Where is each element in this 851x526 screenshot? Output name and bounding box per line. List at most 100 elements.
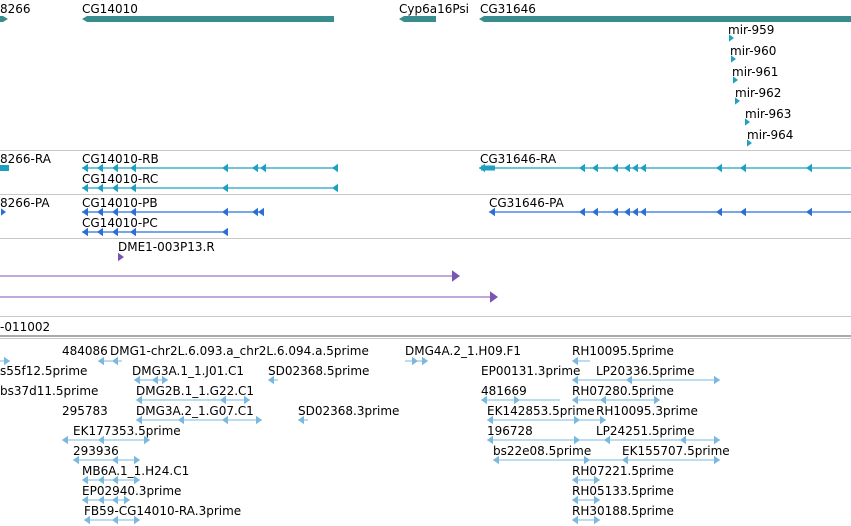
est-glyph-arrow[interactable] (600, 415, 606, 425)
transcript-glyph-arrow[interactable] (130, 183, 136, 193)
mirna-label-961[interactable]: mir-961 (732, 65, 779, 79)
est-glyph-arrow[interactable] (594, 475, 600, 485)
gene-glyph[interactable] (479, 16, 851, 22)
est-label[interactable]: RH10095.3prime (596, 404, 698, 418)
protein-glyph-arrow[interactable] (640, 207, 646, 217)
protein-glyph-arrow[interactable] (624, 207, 630, 217)
protein-glyph-arrow[interactable] (130, 227, 136, 237)
mirna-glyph[interactable] (735, 97, 740, 105)
protein-glyph-arrow[interactable] (632, 207, 638, 217)
transcript-glyph-arrow[interactable] (740, 163, 746, 173)
protein-glyph-arrow[interactable] (82, 207, 88, 217)
est-glyph-arrow[interactable] (622, 455, 628, 465)
est-glyph-arrow[interactable] (572, 495, 578, 505)
mirna-glyph[interactable] (745, 118, 750, 126)
est-glyph-arrow[interactable] (220, 395, 226, 405)
transcript-glyph-arrow[interactable] (97, 183, 103, 193)
transcript-label-8266-ra[interactable]: 8266-RA (0, 152, 51, 166)
transcript-glyph-arrow[interactable] (806, 163, 812, 173)
transcript-glyph-arrow[interactable] (97, 163, 103, 173)
est-glyph-arrow[interactable] (654, 395, 660, 405)
est-glyph-arrow[interactable] (594, 515, 600, 525)
protein-arrow[interactable] (1, 208, 6, 216)
est-label[interactable]: EP00131.3prime (481, 364, 581, 378)
transcript-glyph-arrow[interactable] (332, 183, 338, 193)
est-glyph-arrow[interactable] (574, 415, 580, 425)
transcript-glyph-arrow[interactable] (130, 163, 136, 173)
protein-label-8266-pa[interactable]: 8266-PA (0, 196, 50, 210)
protein-glyph-arrow[interactable] (222, 227, 228, 237)
est-glyph-arrow[interactable] (134, 375, 140, 385)
protein-glyph-arrow[interactable] (489, 207, 495, 217)
est-glyph-arrow[interactable] (112, 356, 118, 366)
est-label[interactable]: RH05133.5prime (572, 484, 674, 498)
mirna-label-960[interactable]: mir-960 (730, 44, 777, 58)
transcript-label-cg14010-rb[interactable]: CG14010-RB (82, 152, 159, 166)
protein-glyph-arrow[interactable] (82, 227, 88, 237)
est-label[interactable]: 196728 (487, 424, 533, 438)
est-glyph-arrow[interactable] (124, 495, 130, 505)
est-glyph-arrow[interactable] (144, 435, 150, 445)
transcript-glyph-arrow[interactable] (332, 163, 338, 173)
est-glyph-arrow[interactable] (134, 515, 140, 525)
protein-glyph-arrow[interactable] (612, 207, 618, 217)
transcript-glyph-arrow[interactable] (112, 183, 118, 193)
est-glyph-arrow[interactable] (600, 395, 606, 405)
protein-glyph-arrow[interactable] (592, 207, 598, 217)
transcript-glyph-arrow[interactable] (592, 163, 598, 173)
est-label[interactable]: bs22e08.5prime (493, 444, 592, 458)
pcr-glyph[interactable] (118, 252, 124, 262)
protein-glyph-arrow[interactable] (579, 207, 585, 217)
est-glyph-arrow[interactable] (584, 455, 590, 465)
est-glyph-arrow[interactable] (626, 375, 632, 385)
est-label[interactable]: 293936 (73, 444, 119, 458)
transcript-glyph-arrow[interactable] (579, 163, 585, 173)
transcript-glyph-arrow[interactable] (632, 163, 638, 173)
est-label[interactable]: EK177353.5prime (73, 424, 181, 438)
est-label[interactable]: RH07280.5prime (572, 384, 674, 398)
est-glyph-arrow[interactable] (481, 395, 487, 405)
est-glyph-arrow[interactable] (714, 435, 720, 445)
transcript-label-cg14010-rc[interactable]: CG14010-RC (82, 172, 159, 186)
est-label[interactable]: SD02368.3prime (298, 404, 400, 418)
transcript-glyph-arrow[interactable] (479, 163, 485, 173)
est-glyph-arrow[interactable] (572, 515, 578, 525)
mirna-label-964[interactable]: mir-964 (747, 128, 794, 142)
est-glyph-arrow[interactable] (98, 435, 104, 445)
est-glyph-arrow[interactable] (112, 455, 118, 465)
est-label[interactable]: DMG3A.2_1.G07.C1 (136, 404, 254, 418)
est-glyph-arrow[interactable] (162, 375, 168, 385)
est-label[interactable]: EK142853.5prime (487, 404, 595, 418)
est-glyph-arrow[interactable] (604, 435, 610, 445)
transcript-glyph-arrow[interactable] (82, 163, 88, 173)
est-glyph-arrow[interactable] (136, 395, 142, 405)
est-glyph-arrow[interactable] (514, 395, 520, 405)
protein-label-cg14010-pc[interactable]: CG14010-PC (82, 216, 158, 230)
protein-glyph-arrow[interactable] (222, 207, 228, 217)
mirna-glyph[interactable] (747, 139, 752, 147)
transcript-glyph-arrow[interactable] (612, 163, 618, 173)
est-glyph-arrow[interactable] (487, 435, 493, 445)
est-glyph-arrow[interactable] (487, 415, 493, 425)
transcript-glyph-arrow[interactable] (260, 163, 266, 173)
est-label[interactable]: 295783 (62, 404, 108, 418)
est-label[interactable]: EP02940.3prime (82, 484, 182, 498)
est-glyph-arrow[interactable] (84, 515, 90, 525)
est-glyph-arrow[interactable] (594, 495, 600, 505)
est-glyph-arrow[interactable] (152, 375, 158, 385)
gene-label-cg14010[interactable]: CG14010 (82, 2, 138, 16)
gene-glyph[interactable] (399, 16, 436, 22)
gene-glyph[interactable] (0, 16, 8, 22)
protein-glyph-arrow[interactable] (252, 207, 258, 217)
est-glyph-arrow[interactable] (244, 395, 250, 405)
est-glyph-arrow[interactable] (222, 415, 228, 425)
protein-glyph-arrow[interactable] (806, 207, 812, 217)
est-glyph-arrow[interactable] (82, 475, 88, 485)
est-label[interactable]: EK155707.5prime (622, 444, 730, 458)
est-glyph-arrow[interactable] (73, 455, 79, 465)
est-glyph-arrow[interactable] (112, 475, 118, 485)
est-glyph-arrow[interactable] (112, 495, 118, 505)
est-label[interactable]: LP24251.5prime (596, 424, 695, 438)
est-label[interactable]: bs37d11.5prime (0, 384, 99, 398)
protein-glyph-arrow[interactable] (112, 207, 118, 217)
